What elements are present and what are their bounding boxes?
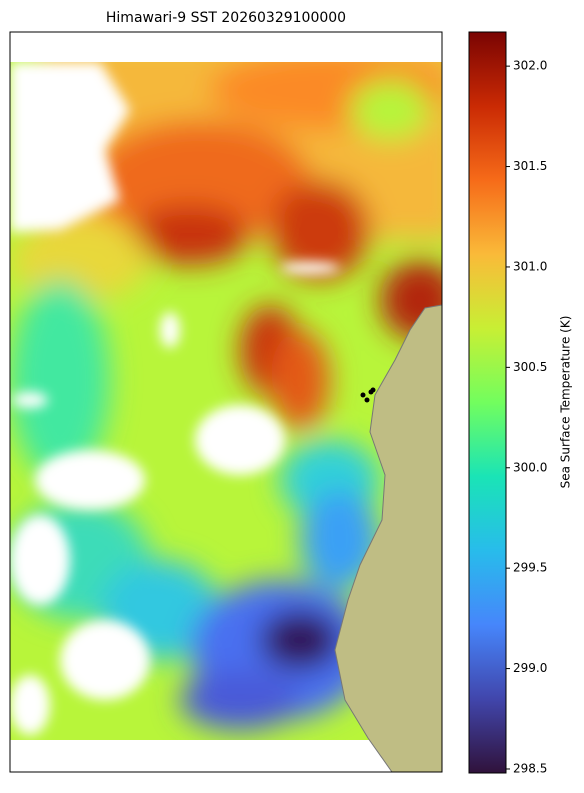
title: Himawari-9 SST 20260329100000 [106,10,346,26]
map-frame [9,31,443,773]
colorbar-tick-label: 299.5 [513,561,547,575]
colorbar-tick-label: 298.5 [513,761,547,775]
colorbar-label: Sea Surface Temperature (K) [559,316,573,489]
colorbar-tick-label: 299.0 [513,661,547,675]
colorbar-tick-label: 301.0 [513,259,547,273]
land [334,304,443,773]
colorbar-tick-label: 301.5 [513,159,547,173]
colorbar-tick-label: 302.0 [513,59,547,73]
colorbar-tick-label: 300.0 [513,460,547,474]
stations [360,387,376,403]
colorbar-tick-label: 300.5 [513,360,547,374]
sst-field [10,62,442,740]
colorbar [468,31,507,774]
